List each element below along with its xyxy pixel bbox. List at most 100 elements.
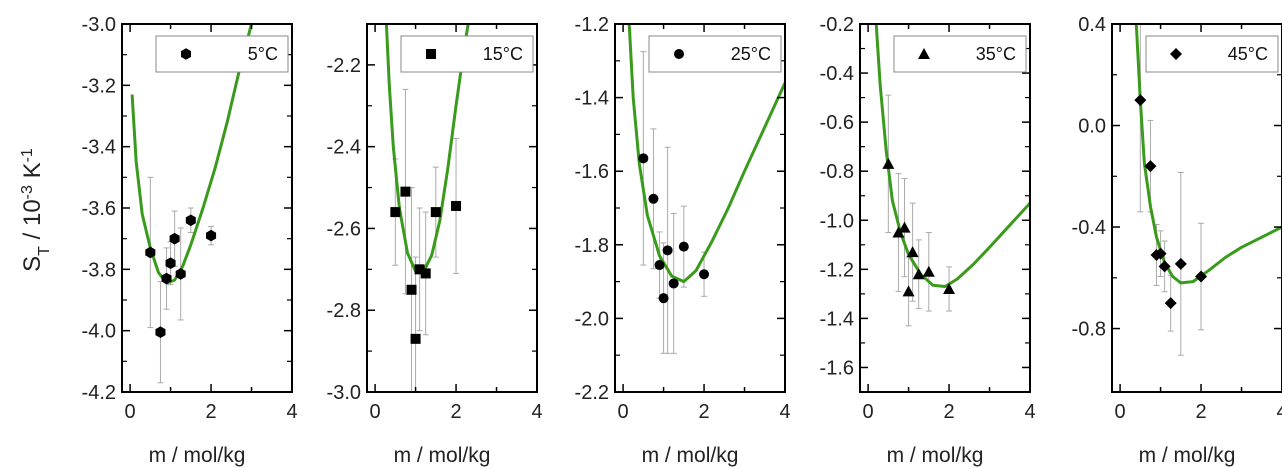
data-point [1164,297,1177,310]
y-tick-label: -1.8 [575,235,609,257]
fit-curve [1134,24,1282,285]
x-axis-title: m / mol/kg [149,444,246,467]
panel-4: 0 2 4 -1.6 -1.4 -1.2 -1.0 -0.8 -0.6 -0.4 -0.2 m / m… [820,14,1036,467]
y-tick-label: -2.6 [327,218,361,240]
panel-1: 0 2 4 -4.2 -4.0 -3.8 -3.6 -3.4 -3.2 -3.0 m / mol/k… [82,14,298,467]
y-tick-label: -3.0 [82,14,116,36]
y-tick-label: -3.6 [82,198,116,220]
legend-box [1145,35,1279,73]
data-point [414,264,425,275]
data-point [145,246,156,259]
y-tick-label: -1.6 [575,161,609,183]
data-point [1134,94,1147,107]
y-tick-label: -2.0 [575,308,609,330]
y-axis-title: ST / 10-3 K-1 [19,148,53,272]
legend-marker [180,48,192,60]
panel-5: 0 2 4 -0.8 -0.4 0.0 0.4 m / mol/kg 45°C [1072,14,1282,467]
data-point [922,265,935,277]
axes-frame [1111,23,1282,393]
data-point [654,260,665,271]
x-tick-label: 0 [125,401,136,423]
ylabel-exp2: -1 [19,148,36,162]
x-tick-label: 4 [531,401,542,423]
x-tick-label: 2 [943,401,954,423]
data-point [206,229,217,242]
data-point [169,232,180,245]
data-point [420,268,431,279]
data-point [678,241,689,252]
data-point [943,282,956,294]
x-tick-label: 2 [1195,401,1206,423]
y-tick-label: -3.2 [82,75,116,97]
data-point [1195,270,1208,283]
axes-frame [366,23,538,393]
data-point [648,193,659,204]
y-tick-label: 0.0 [1078,116,1106,138]
x-tick-label: 4 [286,401,297,423]
data-point [185,214,196,227]
x-tick-label: 4 [1276,401,1282,423]
axes-frame [121,23,293,393]
ylabel-main: S [19,256,46,272]
legend-label: 25°C [731,44,771,64]
data-point [175,268,186,280]
legend-marker [1170,48,1182,60]
x-tick-label: 2 [450,401,461,423]
data-point [882,157,895,169]
y-tick-label: -0.8 [820,161,854,183]
y-tick-label: -4.2 [82,382,116,404]
ylabel-exp1: -3 [19,185,36,199]
data-point [668,278,679,289]
data-point [662,245,673,256]
legend-box [155,35,289,73]
x-tick-label: 2 [205,401,216,423]
ylabel-rest: / 10 [19,199,46,246]
axes-frame [614,23,786,393]
data-point [1158,260,1171,273]
data-point [1144,160,1157,173]
data-point [161,272,172,285]
y-tick-label: -3.8 [82,259,116,281]
data-point [1174,257,1187,270]
data-point [1154,247,1167,260]
data-point [638,153,649,164]
data-point [430,207,441,218]
data-point [912,268,925,280]
y-tick-label: -0.4 [820,63,854,85]
x-tick-label: 4 [779,401,790,423]
y-tick-label: -0.2 [820,14,854,36]
y-tick-label: -2.2 [327,55,361,77]
legend-box [400,35,534,73]
x-axis-title: m / mol/kg [1139,444,1236,467]
y-tick-label: -1.2 [575,14,609,36]
chart-panels: 0 2 4 -4.2 -4.0 -3.8 -3.6 -3.4 -3.2 -3.0 m / mol/k… [82,14,1282,467]
y-tick-label: -2.4 [327,137,361,159]
data-point [906,246,919,258]
data-point [406,284,417,295]
y-tick-label: -1.4 [575,88,609,110]
data-point [699,269,710,280]
y-tick-label: -3.0 [327,382,361,404]
x-tick-label: 4 [1024,401,1035,423]
x-tick-label: 2 [698,401,709,423]
y-tick-label: -2.8 [327,300,361,322]
legend-marker [426,49,436,59]
y-tick-label: -2.2 [575,382,609,404]
y-tick-label: -0.6 [820,112,854,134]
data-point [898,221,911,233]
data-point [902,285,915,297]
panel-3: 0 2 4 -2.2 -2.0 -1.8 -1.6 -1.4 -1.2 m / mol/kg 25°… [575,14,791,467]
ylabel-unit: K [19,162,46,185]
legend-label: 15°C [483,44,523,64]
fit-curve [627,24,785,284]
legend-marker [918,48,930,59]
data-point [165,257,176,269]
x-tick-label: 0 [863,401,874,423]
y-tick-label: -3.4 [82,137,116,159]
legend-box [648,35,782,73]
y-tick-label: -0.4 [1072,217,1106,239]
x-axis-title: m / mol/kg [887,444,984,467]
data-point [658,293,669,304]
y-tick-label: -0.8 [1072,319,1106,341]
